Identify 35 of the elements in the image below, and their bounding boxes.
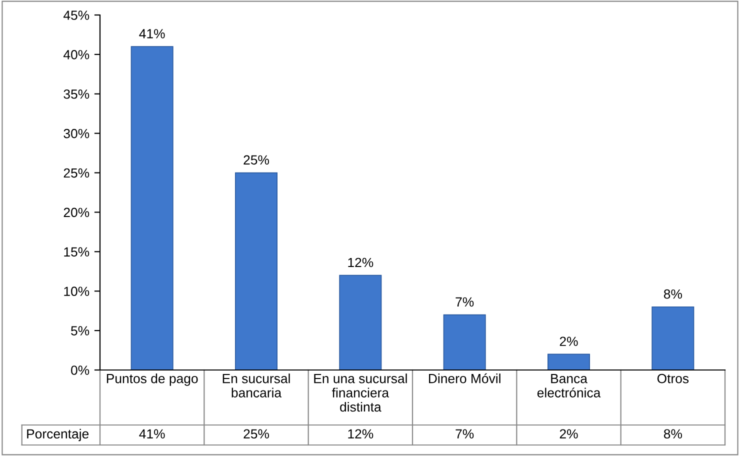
text: 2% [560, 336, 578, 346]
bar [130, 46, 174, 370]
data-label: 2% [560, 429, 578, 438]
y-tick-label: 40% [63, 50, 90, 60]
text: 12% [348, 258, 374, 268]
y-tick-label: 10% [64, 286, 90, 296]
bar [339, 274, 382, 370]
y-tick-label: 0% [71, 366, 90, 375]
y-tick-label: 25% [64, 168, 90, 178]
y-tick-label: 15% [64, 247, 90, 257]
x-tick-label: Puntos de pago [106, 374, 198, 386]
text: 41% [139, 29, 165, 38]
bar [443, 314, 486, 370]
y-tick-label: 35% [64, 89, 90, 99]
data-label: 7% [456, 429, 474, 438]
bar [652, 306, 694, 370]
x-tick-label: Dinero Móvil [429, 373, 500, 384]
data-label: 8% [664, 429, 682, 439]
data-label: 12% [348, 429, 374, 438]
x-tick-label: Otros [657, 374, 689, 384]
bar [234, 172, 278, 370]
y-tick-label: 20% [64, 208, 90, 218]
text: 7% [456, 297, 474, 307]
text: Porcentaje [27, 428, 89, 442]
text: 8% [664, 289, 682, 299]
data-label: 25% [244, 429, 269, 439]
x-tick-label: En sucursal bancaria [222, 374, 290, 398]
y-tick-label: 30% [64, 128, 90, 138]
y-tick-label: 5% [71, 326, 90, 336]
data-label: 41% [139, 429, 165, 438]
text: 25% [244, 155, 269, 165]
bar [547, 354, 590, 370]
x-tick-label: Banca electrónica [537, 374, 601, 398]
y-tick-label: 45% [63, 10, 90, 20]
x-tick-label: En una sucursal financiera distinta [314, 374, 407, 412]
